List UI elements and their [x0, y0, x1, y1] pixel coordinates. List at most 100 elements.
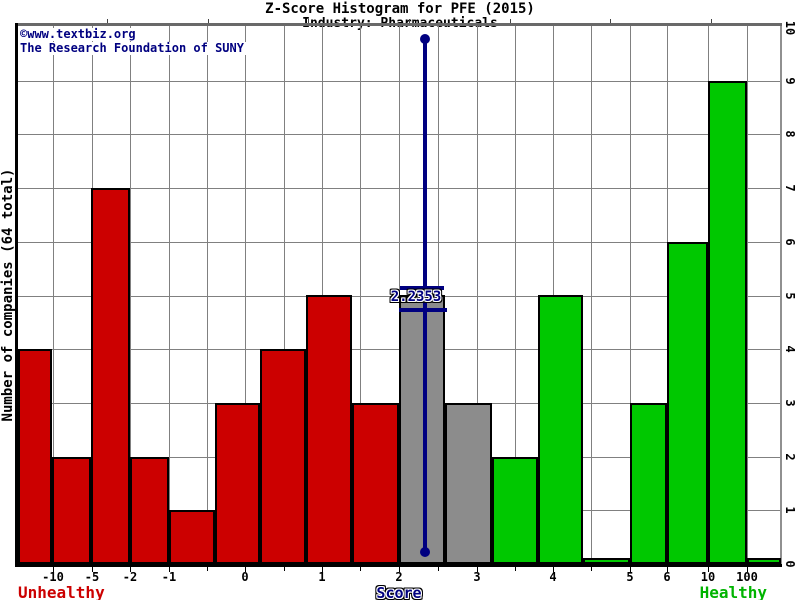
histogram-bar	[352, 403, 399, 564]
histogram-bar	[708, 81, 747, 564]
x-tick-label: 5	[626, 570, 634, 584]
histogram-bar	[747, 558, 781, 564]
x-tick-label: 4	[549, 570, 557, 584]
y-axis-line	[15, 23, 18, 567]
gridline-horizontal	[18, 81, 780, 82]
x-tick	[667, 567, 668, 572]
y-tick-label-right: 3	[783, 399, 797, 407]
top-tick	[711, 19, 712, 23]
x-tick	[477, 567, 478, 572]
x-tick	[169, 567, 170, 572]
x-tick	[130, 567, 131, 572]
watermark-line1: ©www.textbiz.org	[18, 27, 138, 41]
watermark-line2: The Research Foundation of SUNY	[18, 41, 246, 55]
gridline-vertical	[207, 26, 208, 564]
x-minor-tick	[360, 567, 361, 571]
histogram-bar	[260, 349, 306, 564]
gridline-vertical	[360, 26, 361, 564]
x-tick	[322, 567, 323, 572]
x-tick-label: -10	[42, 570, 64, 584]
histogram-bar	[630, 403, 667, 564]
gridline-horizontal	[18, 242, 780, 243]
histogram-bar	[306, 295, 352, 564]
gridline-vertical	[591, 26, 592, 564]
histogram-bar	[583, 558, 630, 564]
histogram-bar	[169, 510, 215, 564]
y-tick-label-right: 7	[783, 184, 797, 192]
x-tick-label: -5	[84, 570, 100, 584]
x-tick	[747, 567, 748, 572]
x-minor-tick	[438, 567, 439, 571]
zscore-marker-top-dot	[420, 34, 430, 44]
unhealthy-label: Unhealthy	[18, 583, 105, 600]
x-minor-tick	[591, 567, 592, 571]
y-tick-label-right: 4	[783, 345, 797, 353]
x-tick-label: 10	[700, 570, 716, 584]
plot-top-border	[15, 23, 782, 26]
y-tick-label-right: 1	[783, 506, 797, 514]
x-axis-line	[15, 564, 782, 567]
healthy-label: Healthy	[699, 583, 767, 600]
zscore-marker-bottom-dot	[420, 547, 430, 557]
gridline-vertical	[169, 26, 170, 564]
top-tick	[208, 19, 209, 23]
histogram-bar	[215, 403, 260, 564]
x-tick-label: -2	[122, 570, 138, 584]
gridline-vertical	[245, 26, 246, 564]
histogram-bar	[52, 457, 91, 564]
x-tick-label: 6	[663, 570, 671, 584]
plot-right-border	[780, 23, 782, 567]
x-tick-label: 3	[473, 570, 481, 584]
y-tick-label-right: 8	[783, 130, 797, 138]
chart-title: Z-Score Histogram for PFE (2015)	[265, 1, 535, 17]
x-tick-label: 2	[395, 570, 403, 584]
histogram-bar	[492, 457, 538, 564]
x-minor-tick	[207, 567, 208, 571]
top-tick	[107, 19, 108, 23]
x-tick	[553, 567, 554, 572]
histogram-bar	[130, 457, 169, 564]
gridline-vertical	[477, 26, 478, 564]
histogram-bar	[18, 349, 52, 564]
top-tick	[308, 19, 309, 23]
histogram-bar	[667, 242, 708, 564]
gridline-vertical	[747, 26, 748, 564]
top-tick	[610, 19, 611, 23]
gridline-vertical	[53, 26, 54, 564]
x-tick-label: 1	[318, 570, 326, 584]
x-tick-label: 0	[241, 570, 249, 584]
zscore-marker-crossbar-lower	[399, 308, 447, 312]
y-tick-label-right: 6	[783, 238, 797, 246]
x-tick-label: -1	[161, 570, 177, 584]
y-tick-label-right: 2	[783, 453, 797, 461]
histogram-bar	[91, 188, 130, 564]
y-tick-label-right: 9	[783, 77, 797, 85]
histogram-bar	[399, 295, 445, 564]
x-tick-label: 100	[736, 570, 758, 584]
zscore-marker-line	[423, 37, 427, 555]
histogram-bar	[445, 403, 492, 564]
y-tick-label-right: 0	[783, 560, 797, 568]
gridline-vertical	[515, 26, 516, 564]
x-tick	[245, 567, 246, 572]
x-tick	[92, 567, 93, 572]
x-tick	[399, 567, 400, 572]
y-tick-label-right: 5	[783, 292, 797, 300]
x-tick	[630, 567, 631, 572]
x-tick	[53, 567, 54, 572]
gridline-vertical	[630, 26, 631, 564]
gridline-vertical	[130, 26, 131, 564]
y-tick-label-right: 10	[783, 20, 797, 36]
gridline-vertical	[284, 26, 285, 564]
histogram-bar	[538, 295, 583, 564]
gridline-horizontal	[18, 188, 780, 189]
gridline-horizontal	[18, 134, 780, 135]
top-tick	[510, 19, 511, 23]
x-axis-score-label: Score	[376, 584, 422, 600]
x-minor-tick	[515, 567, 516, 571]
x-tick	[708, 567, 709, 572]
y-axis-label: Number of companies (64 total)	[0, 168, 16, 422]
zscore-marker-value: 2.2353	[390, 289, 442, 305]
top-tick	[409, 19, 410, 23]
